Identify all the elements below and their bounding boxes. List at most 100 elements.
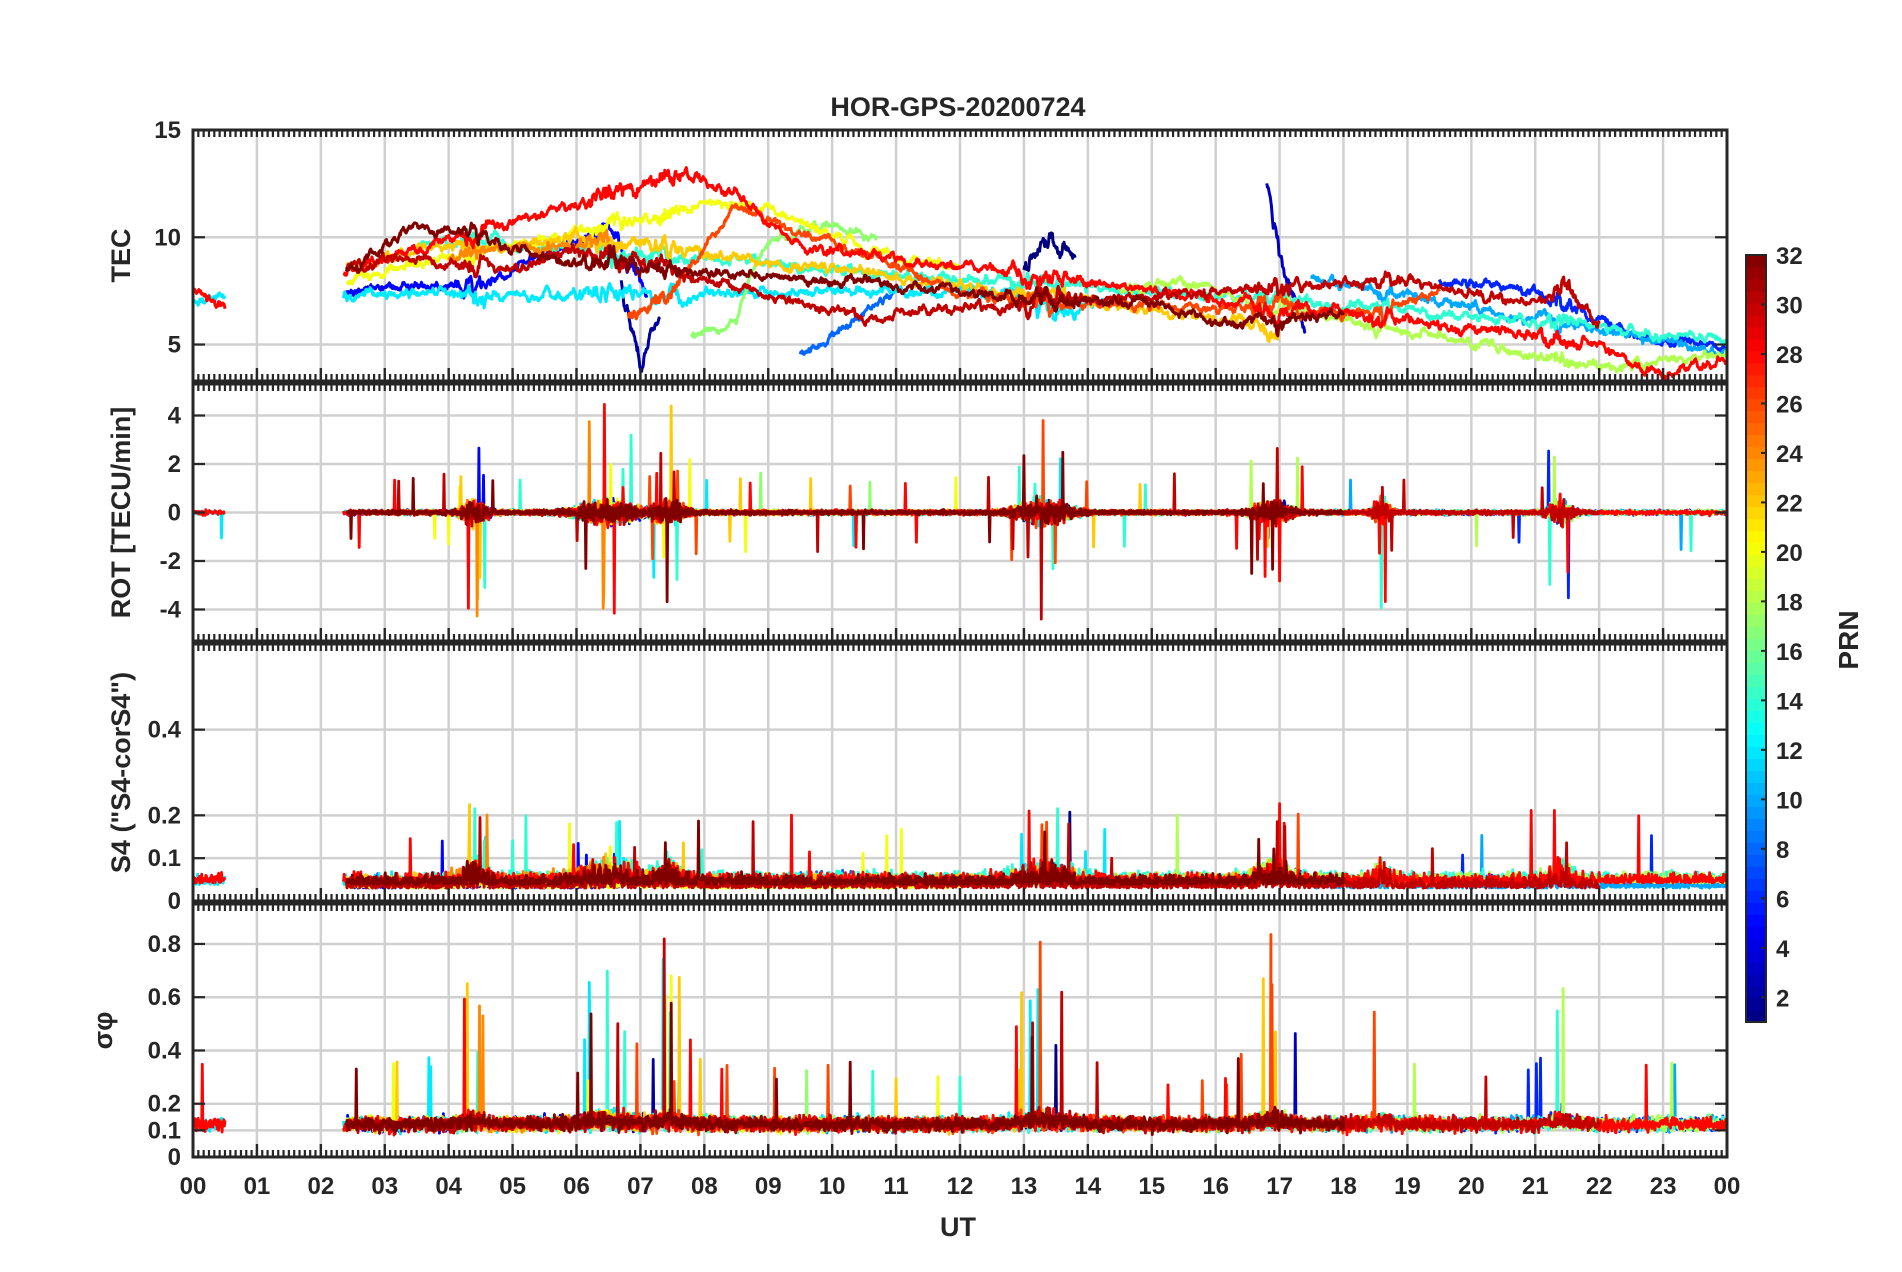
colorbar-swatch xyxy=(1746,734,1766,747)
colorbar-swatch xyxy=(1746,1010,1766,1023)
s4-y-tick-label: 0.4 xyxy=(148,717,182,744)
sigphi-y-tick-label: 0 xyxy=(168,1144,181,1171)
sigphi-series xyxy=(193,933,1727,1137)
colorbar-swatch xyxy=(1746,782,1766,795)
colorbar-tick-label: 18 xyxy=(1776,589,1803,616)
colorbar-swatch xyxy=(1746,494,1766,508)
x-tick-label: 17 xyxy=(1266,1173,1293,1200)
colorbar-swatch xyxy=(1746,722,1766,735)
x-tick-label: 23 xyxy=(1650,1173,1677,1200)
colorbar-swatch xyxy=(1746,698,1766,712)
colorbar-swatch xyxy=(1746,638,1766,652)
colorbar-swatch xyxy=(1746,902,1766,915)
colorbar-swatch xyxy=(1746,338,1766,352)
colorbar-swatch xyxy=(1746,458,1766,472)
colorbar-swatch xyxy=(1746,974,1766,987)
sigphi-y-tick-label: 0.6 xyxy=(148,984,181,1011)
chart-title: HOR-GPS-20200724 xyxy=(830,92,1085,122)
s4-minor-ticks xyxy=(191,644,1729,901)
rot-series-prn-32 xyxy=(345,450,1345,604)
x-tick-label: 02 xyxy=(307,1173,334,1200)
colorbar-swatch xyxy=(1746,326,1766,340)
x-tick-label: 11 xyxy=(883,1173,908,1200)
colorbar-swatch xyxy=(1746,410,1766,424)
tec-series-prn-6 xyxy=(1437,277,1727,354)
colorbar-tick-label: 12 xyxy=(1776,738,1803,765)
colorbar-tick-label: 2 xyxy=(1776,985,1789,1012)
sigphi-y-axis-label: σφ xyxy=(88,1012,118,1050)
colorbar-swatch xyxy=(1746,842,1766,855)
panel-rot: -4 -2 0 2 4 ROT [TECU/min] xyxy=(106,382,1729,643)
colorbar-tick-label: 32 xyxy=(1776,243,1803,270)
tec-series-prn-8 xyxy=(798,288,898,356)
tec-series-prn-1 xyxy=(1022,231,1077,272)
x-tick-label: 21 xyxy=(1522,1173,1549,1200)
colorbar-swatch xyxy=(1746,290,1766,304)
sigphi-y-tick-label: 0.1 xyxy=(148,1117,181,1144)
x-tick-label: 01 xyxy=(244,1173,271,1200)
rot-y-tick-label: 4 xyxy=(168,403,182,430)
colorbar-swatch xyxy=(1746,614,1766,628)
rot-y-axis-label: ROT [TECU/min] xyxy=(106,407,136,618)
colorbar-swatch xyxy=(1746,986,1766,999)
tec-y-axis-label: TEC xyxy=(106,229,136,283)
x-axis-label: UT xyxy=(940,1212,976,1242)
colorbar-swatch xyxy=(1746,398,1766,412)
colorbar-swatch xyxy=(1746,818,1766,831)
colorbar-swatch xyxy=(1746,482,1766,496)
rot-series xyxy=(193,403,1727,621)
rot-y-tick-label: 0 xyxy=(168,500,181,527)
x-tick-label: 09 xyxy=(755,1173,782,1200)
tec-minor-ticks xyxy=(191,130,1729,381)
colorbar-swatch xyxy=(1746,255,1766,268)
rot-y-tick-label: -4 xyxy=(160,596,182,623)
colorbar-swatch xyxy=(1746,926,1766,939)
x-tick-label: 00 xyxy=(180,1173,207,1200)
x-tick-label: 16 xyxy=(1202,1173,1229,1200)
x-tick-label: 00 xyxy=(1714,1173,1741,1200)
colorbar-swatch xyxy=(1746,662,1766,676)
x-tick-label: 20 xyxy=(1458,1173,1485,1200)
colorbar-swatch xyxy=(1746,374,1766,388)
colorbar-swatch xyxy=(1746,866,1766,879)
colorbar-tick-label: 26 xyxy=(1776,391,1803,418)
x-tick-label: 12 xyxy=(947,1173,974,1200)
x-tick-label: 19 xyxy=(1394,1173,1421,1200)
colorbar-swatch xyxy=(1746,650,1766,664)
colorbar-swatch xyxy=(1746,302,1766,316)
colorbar-swatch xyxy=(1746,554,1766,568)
sigphi-y-tick-label: 0.2 xyxy=(148,1091,181,1118)
colorbar-label: PRN xyxy=(1833,610,1864,669)
colorbar-tick-label: 6 xyxy=(1776,886,1789,913)
colorbar-swatch xyxy=(1746,530,1766,544)
colorbar-swatch xyxy=(1746,686,1766,700)
colorbar-swatch xyxy=(1746,602,1766,616)
colorbar-swatch xyxy=(1746,542,1766,556)
colorbar-swatch xyxy=(1746,758,1766,771)
colorbar-swatch xyxy=(1746,434,1766,448)
sigphi-y-tick-label: 0.4 xyxy=(148,1037,182,1064)
colorbar-swatch xyxy=(1746,350,1766,364)
s4-y-tick-label: 0 xyxy=(168,888,181,915)
colorbar-swatch xyxy=(1746,314,1766,328)
x-tick-label: 07 xyxy=(627,1173,654,1200)
x-tick-label: 14 xyxy=(1074,1173,1101,1200)
colorbar-swatch xyxy=(1746,422,1766,436)
tec-y-tick-label: 15 xyxy=(154,117,181,144)
s4-y-tick-label: 0.2 xyxy=(148,802,181,829)
x-tick-label: 13 xyxy=(1011,1173,1038,1200)
panel-s4: 0 0.1 0.2 0.4 S4 ("S4-corS4") xyxy=(106,642,1729,915)
colorbar-swatch xyxy=(1746,794,1766,807)
colorbar-swatch xyxy=(1746,506,1766,520)
colorbar-swatch xyxy=(1746,998,1766,1011)
colorbar-swatch xyxy=(1746,962,1766,975)
colorbar-tick-label: 28 xyxy=(1776,342,1803,369)
colorbar-tick-label: 24 xyxy=(1776,441,1803,468)
colorbar-swatch xyxy=(1746,266,1766,280)
panel-sigphi: 00.10.2 0.4 0.6 0.8 σφ xyxy=(88,902,1729,1171)
colorbar-swatch xyxy=(1746,446,1766,460)
colorbar-swatch xyxy=(1746,806,1766,819)
colorbar-tick-label: 16 xyxy=(1776,639,1803,666)
